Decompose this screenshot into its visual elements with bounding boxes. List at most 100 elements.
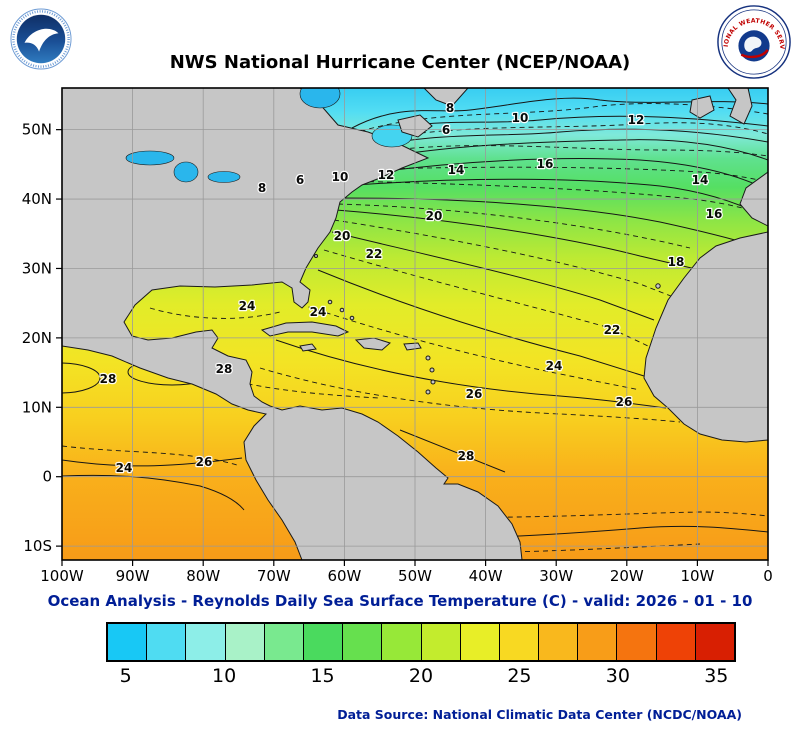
contour-label: 20 (334, 229, 351, 243)
colorbar-cell (108, 624, 148, 660)
bahamas (339, 307, 345, 313)
sst-map: 100W 90W 80W 70W 60W 50W 40W 30W 20W 10W 0 10S 0 10N 2… (22, 87, 773, 585)
x-tick-label: 50W (398, 567, 432, 585)
bermuda (314, 254, 318, 258)
ireland (689, 95, 715, 119)
jamaica (299, 343, 317, 352)
contour-label: 20 (426, 209, 443, 223)
lake-erie-ontario (207, 171, 241, 183)
nws-logo-inner-ring (721, 9, 787, 75)
contour-label: 22 (366, 247, 383, 261)
page-title: NWS National Hurricane Center (NCEP/NOAA… (169, 52, 631, 73)
colorbar-cell (539, 624, 579, 660)
nws-logo-continent (744, 36, 762, 52)
contour-label: 26 (466, 387, 483, 401)
y-tick-label: 20N (22, 329, 52, 347)
colorbar-cell (264, 624, 304, 660)
colorbar-cell (656, 624, 696, 660)
puerto-rico (403, 342, 422, 351)
map-content (62, 88, 768, 560)
colorbar-tick-label: 5 (119, 665, 132, 687)
x-tick-label: 40W (469, 567, 503, 585)
cuba (260, 321, 350, 337)
contour-label: 16 (706, 207, 723, 221)
contour-label: 28 (216, 362, 233, 376)
colorbar-cell (578, 624, 618, 660)
noaa-seabird-icon (24, 28, 59, 52)
bahamas (349, 315, 355, 321)
map-frame (61, 87, 769, 561)
colorbar-cell (186, 624, 226, 660)
x-tick-label: 80W (186, 567, 220, 585)
lesser-antilles (425, 389, 431, 395)
contour-label: 14 (448, 163, 465, 177)
colorbar-tick-labels: 5 10 15 20 25 30 35 (106, 665, 736, 691)
contour-label: 6 (442, 123, 450, 137)
colorbar-cells (106, 622, 736, 662)
y-tick-label: 50N (22, 121, 52, 139)
lake-huron-michigan (173, 161, 199, 183)
y-tick-label: 10N (22, 398, 52, 416)
contour-label: 12 (628, 113, 645, 127)
contour-label: 10 (332, 170, 349, 184)
colorbar-cell (499, 624, 540, 660)
contour-label: 8 (258, 181, 266, 195)
colorbar-cell (147, 624, 187, 660)
greenland-tip (423, 88, 469, 107)
x-tick-label: 70W (257, 567, 291, 585)
contour-label: 24 (546, 359, 563, 373)
colorbar-tick-label: 25 (507, 665, 532, 687)
x-tick-label: 90W (116, 567, 150, 585)
x-tick-label: 100W (40, 567, 84, 585)
colorbar-tick-label: 30 (605, 665, 630, 687)
colorbar-tick-label: 10 (212, 665, 237, 687)
contour-label: 22 (604, 323, 621, 337)
colorbar-cell (343, 624, 383, 660)
contour-label: 24 (310, 305, 327, 319)
x-tick-label: 0 (763, 567, 773, 585)
y-tick-label: 30N (22, 259, 52, 277)
x-tick-label: 60W (327, 567, 361, 585)
contour-label: 16 (537, 157, 554, 171)
contour-label: 24 (239, 299, 256, 313)
x-tick-label: 20W (610, 567, 644, 585)
colorbar-tick-label: 35 (704, 665, 729, 687)
noaa-logo-text-ring (12, 10, 70, 68)
y-tick-label: 10S (23, 537, 52, 555)
y-tick-label: 0 (42, 468, 52, 486)
colorbar-cell (617, 624, 657, 660)
y-tick-label: 40N (22, 190, 52, 208)
colorbar-tick-label: 20 (408, 665, 434, 687)
contour-label: 26 (616, 395, 633, 409)
x-tick-label: 30W (539, 567, 573, 585)
canary-islands (655, 283, 661, 289)
noaa-logo (10, 8, 72, 70)
bahamas (327, 299, 333, 305)
map-subtitle: Ocean Analysis - Reynolds Daily Sea Surf… (47, 592, 753, 610)
hispaniola (354, 337, 392, 351)
colorbar-cell (460, 624, 500, 660)
contour-label: 24 (116, 461, 133, 475)
colorbar-cell (303, 624, 344, 660)
islands (260, 88, 768, 443)
lesser-antilles (429, 367, 435, 373)
x-tick-label: 10W (680, 567, 714, 585)
contour-label: 8 (446, 101, 454, 115)
contour-label: 14 (692, 173, 709, 187)
contour-label: 18 (668, 255, 685, 269)
colorbar: 5 10 15 20 25 30 35 (106, 622, 736, 691)
lesser-antilles (425, 355, 431, 361)
colorbar-cell (382, 624, 422, 660)
colorbar-cell (421, 624, 461, 660)
hudson-bay (299, 88, 341, 109)
contour-label: 12 (378, 168, 395, 182)
data-source-text: Data Source: National Climatic Data Cent… (337, 707, 742, 722)
britain (727, 88, 753, 125)
contour-label: 26 (196, 455, 213, 469)
lesser-antilles (430, 379, 436, 385)
colorbar-cell (695, 624, 734, 660)
lake-superior (125, 150, 175, 166)
colorbar-tick-label: 15 (310, 665, 335, 687)
contour-label: 28 (100, 372, 117, 386)
